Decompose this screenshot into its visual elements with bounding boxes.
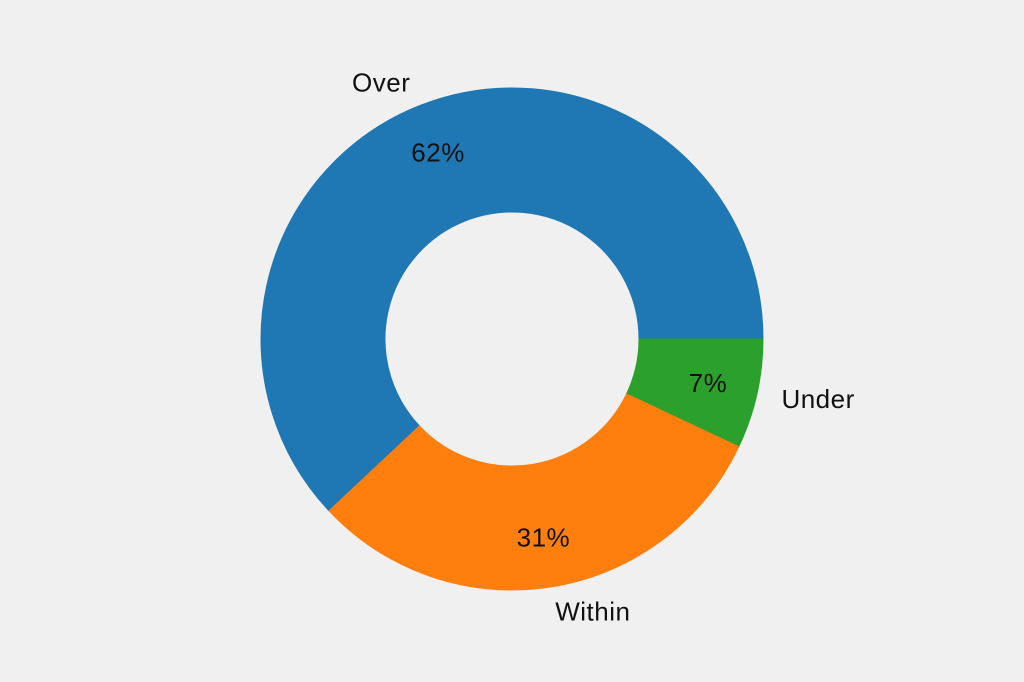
wedge-over	[260, 87, 764, 512]
pct-label-over: 62%	[411, 137, 465, 167]
category-label-under: Under	[781, 384, 854, 414]
wedge-within	[328, 392, 740, 591]
pct-label-under: 7%	[689, 368, 728, 398]
wedges-group	[260, 87, 764, 591]
labels-group: 62% Over 31% Within 7% Under	[352, 67, 854, 627]
pct-label-within: 31%	[517, 522, 571, 552]
wedge-under	[626, 338, 764, 447]
category-label-over: Over	[352, 67, 410, 97]
category-label-within: Within	[555, 597, 630, 627]
